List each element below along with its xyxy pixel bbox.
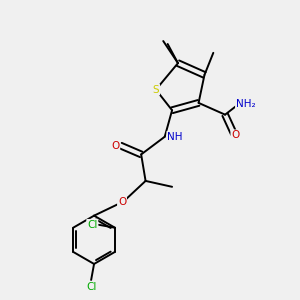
Text: NH₂: NH₂ bbox=[236, 99, 256, 110]
Text: Cl: Cl bbox=[87, 220, 98, 230]
Text: O: O bbox=[231, 130, 239, 140]
Text: S: S bbox=[153, 85, 159, 94]
Text: NH: NH bbox=[167, 132, 183, 142]
Text: O: O bbox=[118, 196, 126, 206]
Text: Cl: Cl bbox=[86, 282, 96, 292]
Text: O: O bbox=[111, 141, 119, 151]
